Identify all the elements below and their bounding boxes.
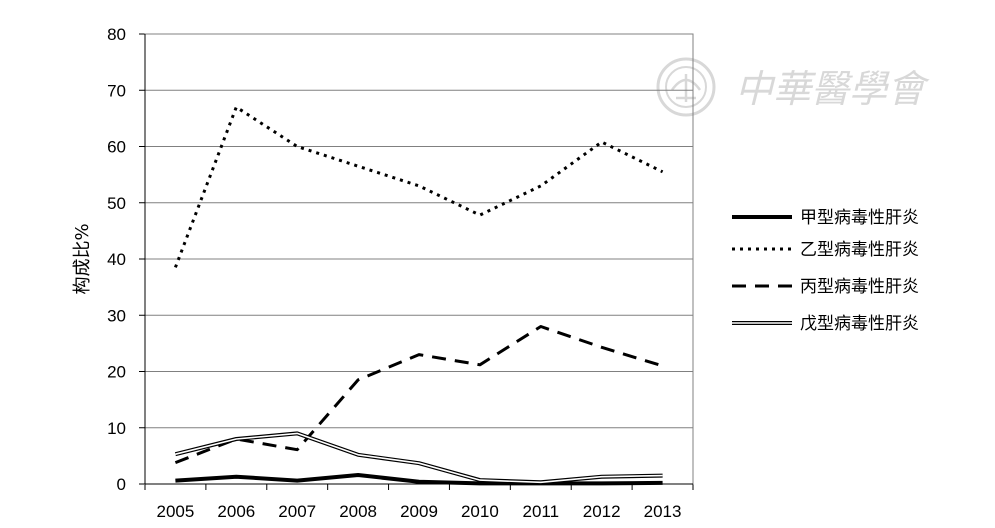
- series-3-line: [174, 325, 664, 464]
- x-tick-label-2005: 2005: [157, 502, 195, 521]
- x-tick-label-2009: 2009: [400, 502, 438, 521]
- grid: [145, 33, 693, 429]
- legend-item-1: 甲型病毒性肝炎: [732, 208, 919, 228]
- legend-label: 戊型病毒性肝炎: [800, 314, 919, 334]
- watermark: 中華醫學會: [656, 57, 930, 117]
- series-4-line-inner: [175, 432, 663, 484]
- y-tick-label-60: 60: [107, 138, 126, 157]
- series-4: [174, 431, 663, 485]
- y-tick-label-40: 40: [107, 250, 126, 269]
- legend-item-2: 乙型病毒性肝炎: [732, 240, 919, 260]
- watermark-text: 中華醫學會: [735, 67, 930, 111]
- y-axis-ticks: 0 10 20 30 40 50 60 70 80: [107, 25, 145, 494]
- series-1-line: [175, 473, 663, 486]
- y-tick-label-50: 50: [107, 194, 126, 213]
- series-2: [173, 105, 664, 268]
- legend-label: 乙型病毒性肝炎: [800, 240, 919, 260]
- y-axis-label: 构成比%: [72, 223, 93, 294]
- y-tick-label-10: 10: [107, 419, 126, 438]
- x-tick-label-2010: 2010: [461, 502, 499, 521]
- legend-item-4: 戊型病毒性肝炎: [732, 314, 919, 334]
- legend-label: 甲型病毒性肝炎: [800, 208, 919, 228]
- y-tick-label-0: 0: [117, 475, 126, 494]
- y-tick-label-80: 80: [107, 25, 126, 44]
- series-3: [174, 325, 664, 464]
- legend-item-3: 丙型病毒性肝炎: [732, 277, 919, 297]
- series-group: [173, 105, 664, 486]
- y-tick-label-20: 20: [107, 363, 126, 382]
- x-tick-label-2008: 2008: [339, 502, 377, 521]
- x-tick-label-2013: 2013: [644, 502, 682, 521]
- series-1: [175, 473, 663, 486]
- x-tick-label-2012: 2012: [583, 502, 621, 521]
- x-tick-label-2011: 2011: [522, 502, 559, 521]
- x-tick-label-2006: 2006: [217, 502, 255, 521]
- x-tick-label-2007: 2007: [278, 502, 316, 521]
- watermark-seal-icon: [656, 57, 716, 117]
- y-tick-label-30: 30: [107, 306, 126, 325]
- series-2-line: [173, 105, 664, 268]
- legend-label: 丙型病毒性肝炎: [800, 277, 919, 297]
- y-tick-label-70: 70: [107, 81, 126, 100]
- x-axis-ticks: 2005 2006 2007 2008 2009 2010 2011 2012 2013: [144, 484, 694, 521]
